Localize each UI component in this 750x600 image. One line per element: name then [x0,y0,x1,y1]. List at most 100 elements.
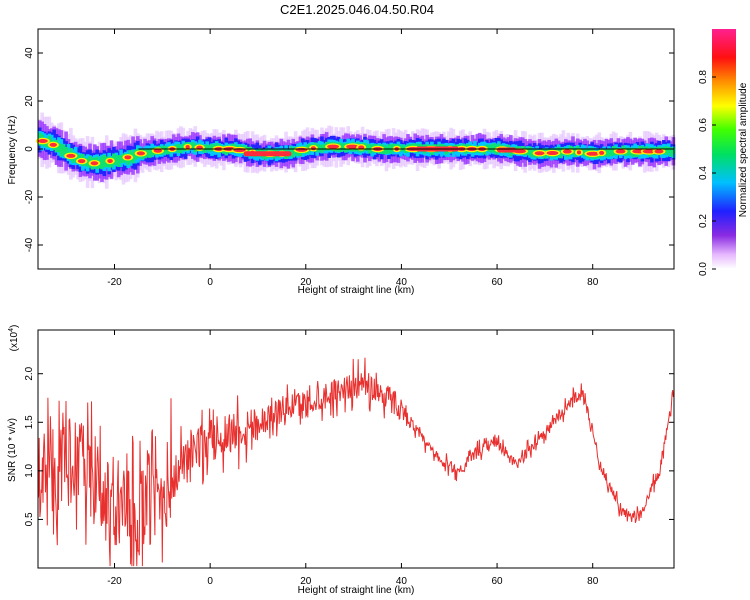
colorbar-label: Normalized spectral amplitude [738,82,749,217]
heatmap-cell [107,158,113,163]
heatmap-cell [609,149,614,157]
colorbar-tick-label: 0.8 [698,70,709,84]
heatmap-cell [114,155,119,165]
heatmap-cell [90,161,99,166]
colorbar-ticks: 0.0 0.2 0.4 0.6 0.8 [698,70,716,276]
spectrogram-y-tick-label: -40 [24,237,35,252]
snr-y-tick-label: 2.0 [24,366,35,380]
snr-x-tick-label: 40 [396,576,408,587]
chart-title: C2E1.2025.046.04.50.R04 [280,2,434,17]
heatmap-cell [66,153,76,158]
spectrogram-x-tick-label: -20 [107,277,122,288]
heatmap-cell [642,149,656,154]
heatmap-cell [497,147,517,153]
snr-y-tick-label: 1.5 [24,415,35,429]
snr-x-axis-label: Height of straight line (km) [298,585,415,596]
heatmap-cell [671,147,676,154]
heatmap-cell [243,151,292,157]
heatmap-cell [205,144,209,151]
heatmap-cell [530,150,535,158]
heatmap-cell [181,143,186,151]
colorbar-tick-label: 0.0 [698,262,709,276]
heatmap-cell [64,147,68,156]
heatmap-cell [119,155,123,163]
heatmap-cell [147,148,152,158]
snr-y-ticks: 0.5 1.0 1.5 2.0 [24,366,674,526]
heatmap-cell [77,159,86,164]
heatmap-cell [61,144,66,155]
heatmap-cell [191,142,195,149]
heatmap-cell [341,143,346,151]
snr-frame [37,329,675,569]
heatmap-cell [346,144,359,149]
spectrogram-x-tick-label: 20 [300,277,312,288]
colorbar-gradient [712,29,736,269]
snr-x-tick-label: -20 [107,576,122,587]
heatmap-cell [85,158,90,167]
heatmap-cell [358,145,365,150]
heatmap-cell [153,148,163,153]
heatmap-cell [489,144,494,153]
snr-y-tick-label: 0.5 [24,512,35,526]
snr-x-ticks: -20 0 20 40 60 80 [107,330,599,587]
heatmap-cell [116,155,121,167]
heatmap-cell [207,145,212,152]
spectrogram-y-ticks: -40 -20 0 20 40 [24,47,674,252]
heatmap-cell [666,146,671,153]
spectrogram-x-tick-label: 0 [207,277,213,288]
snr-x-tick-label: 0 [207,576,213,587]
heatmap-cell [49,142,57,147]
heatmap-cell [136,151,145,156]
heatmap-cell [576,150,582,155]
heatmap-cell [654,149,664,154]
heatmap-cell [599,150,605,155]
spectrogram-x-tick-label: 80 [587,277,599,288]
heatmap-cell [102,154,107,168]
heatmap-cell [513,149,526,154]
snr-series-line [37,357,675,567]
heatmap-cell [534,151,545,156]
heatmap-cell [664,146,669,155]
spectrogram-y-tick-label: 0 [24,146,35,152]
heatmap-cell [289,146,293,156]
heatmap-cell [317,144,322,151]
spectrogram-y-tick-label: -20 [24,189,35,204]
snr-x-tick-label: 20 [300,576,312,587]
heatmap-cell [295,147,308,152]
heatmap-cell [37,139,48,143]
heatmap-cell [310,146,316,151]
heatmap-cell [559,149,563,159]
heatmap-cell [210,143,214,152]
heatmap-cell [164,146,169,155]
heatmap-cell [586,151,600,156]
colorbar: 0.0 0.2 0.4 0.6 0.8 Normalized spectral ampl… [698,29,749,276]
spectrogram-panel: -20 0 20 40 60 80 -40 -20 0 20 40 Height of strai… [7,28,676,296]
heatmap-cell [626,147,630,156]
heatmap-cell [145,149,150,158]
heatmap-cell [604,148,609,157]
spectrogram-y-tick-label: 20 [24,95,35,107]
spectrogram-x-tick-label: 40 [396,277,408,288]
heatmap-cell [185,145,190,150]
colorbar-tick-label: 0.2 [698,214,709,228]
spectrogram-x-axis-label: Height of straight line (km) [298,285,415,296]
heatmap-cell [100,156,104,169]
snr-multiplier: (x104) [8,325,20,352]
heatmap-cell [546,151,559,156]
heatmap-cell [57,142,61,153]
snr-panel: -20 0 20 40 60 80 0.5 1.0 1.5 2.0 Height of stra… [7,325,675,596]
heatmap-cell [528,146,532,156]
snr-y-tick-label: 1.0 [24,463,35,477]
heatmap-cell [365,144,370,152]
heatmap-cell [611,146,616,156]
heatmap-cell [492,143,496,153]
snr-y-axis-label: SNR (10 * v/v) [7,418,18,482]
heatmap-cell [401,144,406,152]
heatmap-cell [384,146,389,154]
snr-x-tick-label: 60 [492,576,504,587]
heatmap-cell [669,147,673,157]
heatmap-cell [327,144,340,149]
spectrogram-heatmap [35,112,676,189]
heatmap-cell [615,149,626,154]
